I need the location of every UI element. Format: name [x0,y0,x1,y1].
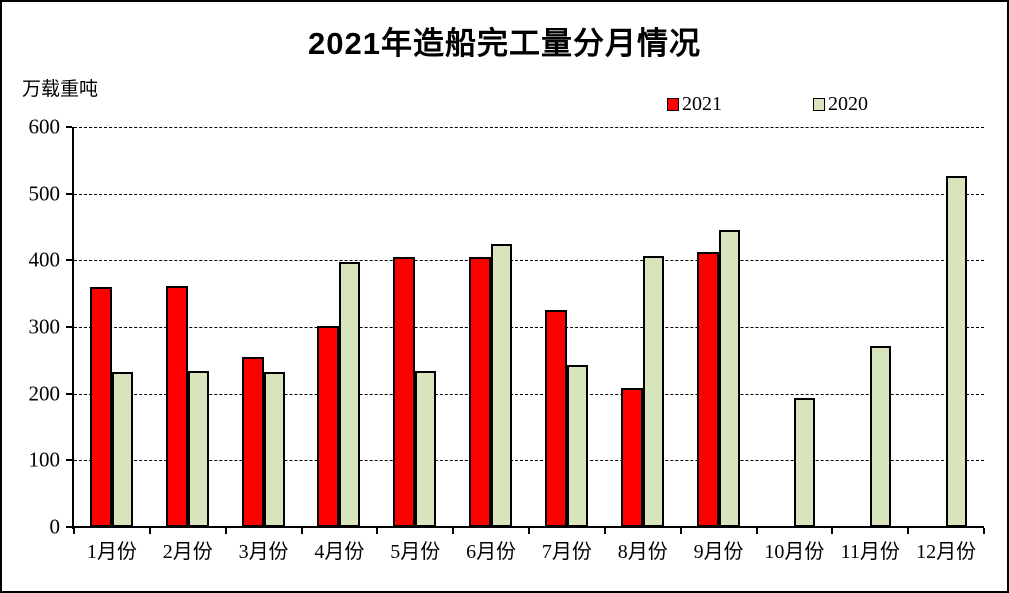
gridline-200 [74,393,984,395]
x-tick-label-9月份: 9月份 [693,541,744,563]
x-tick-label-10月份: 10月份 [764,541,825,563]
legend-item-2020: 2020 [813,93,868,115]
x-tick-10 [831,528,834,534]
x-tick-label-1月份: 1月份 [86,541,137,563]
x-tick-label-6月份: 6月份 [466,541,517,563]
bar-2020-2月份 [187,371,209,527]
y-tick-label-0: 0 [49,514,61,539]
y-tick-300 [66,326,72,328]
bar-2020-10月份 [794,398,816,527]
y-tick-label-500: 500 [28,181,61,206]
x-tick-1 [148,528,151,534]
x-tick-label-12月份: 12月份 [916,541,977,563]
gridline-600 [74,127,984,128]
x-tick-8 [679,528,682,534]
legend-swatch-2021 [667,97,679,111]
bar-2020-9月份 [718,230,740,527]
x-tick-label-7月份: 7月份 [541,541,592,563]
y-tick-label-100: 100 [28,447,61,472]
bar-2020-12月份 [946,175,968,527]
y-tick-200 [66,392,72,395]
plot-area [74,127,984,527]
y-tick-0 [66,526,72,528]
y-axis-line [72,127,74,529]
bar-2021-5月份 [393,257,416,527]
y-tick-400 [66,259,72,262]
x-tick-label-11月份: 11月份 [840,541,900,563]
bar-2021-1月份 [89,287,112,527]
bar-2020-3月份 [263,372,285,527]
bar-2020-4月份 [339,261,361,527]
y-tick-500 [66,192,72,195]
y-tick-label-200: 200 [28,381,61,406]
legend-label-2021: 2021 [682,92,722,115]
legend-swatch-2020 [813,97,825,111]
x-tick-label-8月份: 8月份 [617,541,668,563]
bar-2021-9月份 [696,251,719,527]
y-tick-600 [66,126,72,128]
x-tick-6 [528,528,530,534]
x-tick-3 [300,528,303,534]
bar-2020-8月份 [642,256,664,527]
bar-2021-8月份 [620,388,643,527]
x-axis-line [72,526,984,528]
bar-2021-3月份 [241,357,264,527]
y-tick-label-400: 400 [28,247,61,272]
bar-2020-1月份 [111,372,133,527]
y-tick-label-300: 300 [28,314,61,339]
x-tick-12 [983,528,985,534]
x-tick-2 [224,528,227,534]
x-tick-5 [452,528,455,534]
legend-item-2021: 2021 [667,93,722,115]
bar-2020-6月份 [491,243,513,527]
gridline-400 [74,260,984,262]
x-tick-11 [907,528,910,534]
gridline-300 [74,327,984,328]
x-tick-label-4月份: 4月份 [314,541,365,563]
x-tick-label-5月份: 5月份 [390,541,441,563]
bar-2020-7月份 [566,365,588,527]
x-tick-7 [603,528,606,534]
x-tick-9 [755,528,758,534]
bar-2020-5月份 [415,371,437,527]
bar-2021-2月份 [165,285,188,527]
bar-2021-6月份 [469,257,492,527]
chart-title: 2021年造船完工量分月情况 [308,26,701,61]
y-tick-100 [66,459,72,462]
gridline-500 [74,193,984,195]
x-tick-label-3月份: 3月份 [238,541,289,563]
legend-label-2020: 2020 [828,92,868,115]
x-tick-label-2月份: 2月份 [162,541,213,563]
bar-2020-11月份 [870,345,892,527]
x-tick-0 [73,528,75,534]
x-tick-4 [376,528,379,534]
y-axis-unit-label: 万载重吨 [22,79,99,100]
bar-2021-4月份 [317,325,340,527]
bar-2021-7月份 [544,310,567,527]
gridline-100 [74,460,984,462]
y-tick-label-600: 600 [28,114,61,139]
